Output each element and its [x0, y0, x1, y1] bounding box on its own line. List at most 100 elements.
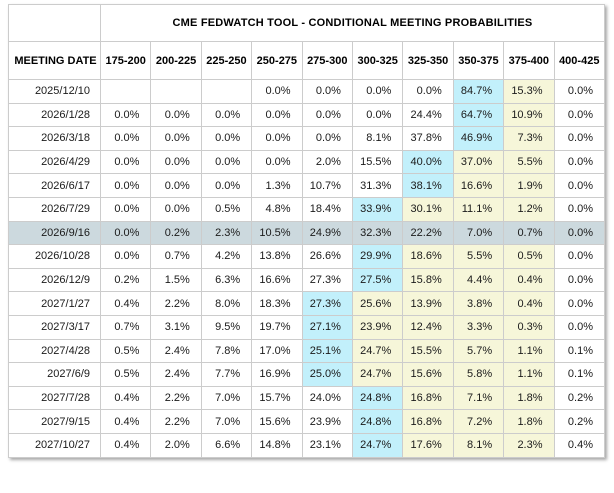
probability-cell: 24.7% — [351, 338, 404, 364]
probability-cell: 0.0% — [553, 102, 606, 128]
probability-cell: 0.0% — [553, 79, 606, 104]
probability-cell: 1.2% — [503, 196, 555, 222]
probability-cell: 1.8% — [503, 409, 555, 434]
probability-cell: 0.1% — [553, 362, 606, 387]
probability-cell: 15.7% — [251, 385, 303, 411]
probability-cell: 0.0% — [301, 126, 353, 151]
probability-cell: 24.0% — [301, 385, 353, 411]
table-row[interactable]: 2027/9/15 0.4% 2.2% 7.0% 15.6% 23.9% 24.8% 16.8… — [8, 409, 606, 434]
probability-cell: 15.3% — [503, 79, 555, 104]
rate-range-header: 325-350 — [402, 41, 454, 80]
probability-cell: 0.0% — [251, 149, 303, 175]
table-row[interactable]: 2027/4/28 0.5% 2.4% 7.8% 17.0% 25.1% 24.7% 15.5… — [8, 338, 606, 364]
table-row[interactable]: 2026/6/17 0.0% 0.0% 0.0% 1.3% 10.7% 31.3% 38.1%… — [8, 173, 606, 198]
meeting-date-cell: 2026/4/29 — [8, 149, 101, 175]
probability-cell: 24.8% — [351, 409, 404, 434]
probability-cell: 17.0% — [251, 338, 303, 364]
meeting-date-cell: 2027/4/28 — [8, 338, 101, 364]
meeting-date-cell: 2026/12/9 — [8, 267, 101, 293]
probability-cell: 0.0% — [251, 79, 303, 104]
fedwatch-panel: CME FEDWATCH TOOL - CONDITIONAL MEETING … — [8, 4, 606, 458]
probability-cell: 0.4% — [553, 432, 606, 458]
probability-cell: 0.0% — [150, 173, 202, 198]
probability-cell: 16.8% — [402, 385, 454, 411]
probability-cell: 16.8% — [402, 409, 454, 434]
table-row[interactable]: 2027/7/28 0.4% 2.2% 7.0% 15.7% 24.0% 24.8% 16.8… — [8, 385, 606, 411]
probability-cell: 0.0% — [99, 102, 152, 128]
probability-cell: 0.4% — [503, 267, 555, 293]
probability-cell: 0.0% — [351, 102, 404, 128]
table-row[interactable]: 2027/1/27 0.4% 2.2% 8.0% 18.3% 27.3% 25.6% 13.9… — [8, 291, 606, 316]
probability-cell: 24.9% — [301, 220, 353, 246]
meeting-date-cell: 2027/7/28 — [8, 385, 101, 411]
probability-cell: 14.8% — [251, 432, 303, 458]
probability-cell: 15.5% — [402, 338, 454, 364]
meeting-date-header: MEETING DATE — [8, 41, 101, 80]
probability-cell: 1.5% — [150, 267, 202, 293]
probability-cell: 37.0% — [452, 149, 505, 175]
rate-range-header: 250-275 — [251, 41, 303, 80]
table-title: CME FEDWATCH TOOL - CONDITIONAL MEETING … — [100, 4, 605, 42]
probability-cell: 0.0% — [251, 102, 303, 128]
probability-cell: 0.5% — [99, 362, 152, 387]
rate-range-header: 225-250 — [200, 41, 253, 80]
title-row: CME FEDWATCH TOOL - CONDITIONAL MEETING … — [8, 4, 605, 42]
probability-cell: 0.0% — [553, 267, 606, 293]
table-row[interactable]: 2026/1/28 0.0% 0.0% 0.0% 0.0% 0.0% 0.0% 24.4% 64… — [8, 102, 606, 128]
table-row[interactable]: 2026/12/9 0.2% 1.5% 6.3% 16.6% 27.3% 27.5% 15.8… — [8, 267, 606, 293]
probability-cell: 40.0% — [402, 149, 454, 175]
table-row[interactable]: 2026/3/18 0.0% 0.0% 0.0% 0.0% 0.0% 8.1% 37.8% 46… — [8, 126, 606, 151]
probability-cell: 25.1% — [301, 338, 353, 364]
probability-cell: 0.0% — [99, 220, 152, 246]
meeting-date-cell: 2027/1/27 — [8, 291, 101, 316]
table-row[interactable]: 2026/7/29 0.0% 0.0% 0.5% 4.8% 18.4% 33.9% 30.1%… — [8, 196, 606, 222]
probability-cell: 0.5% — [99, 338, 152, 364]
probability-cell: 2.0% — [150, 432, 202, 458]
probability-cell: 4.4% — [452, 267, 505, 293]
probability-cell: 0.5% — [503, 244, 555, 269]
probability-cell: 0.0% — [553, 244, 606, 269]
rate-range-header: 350-375 — [452, 41, 505, 80]
probability-cell: 7.7% — [200, 362, 253, 387]
meeting-date-cell: 2025/12/10 — [8, 79, 101, 104]
table-row[interactable]: 2026/10/28 0.0% 0.7% 4.2% 13.8% 26.6% 29.9% 18.… — [8, 244, 606, 269]
table-row[interactable]: 2025/12/10 0.0% 0.0% 0.0% 0.0% 84.7% 15.3% 0.0% — [8, 79, 606, 104]
probability-cell: 23.1% — [301, 432, 353, 458]
probability-cell: 13.8% — [251, 244, 303, 269]
probability-cell: 15.5% — [351, 149, 404, 175]
probability-cell — [99, 79, 152, 104]
probability-cell: 0.0% — [150, 196, 202, 222]
probability-cell: 16.6% — [452, 173, 505, 198]
probability-cell: 19.7% — [251, 314, 303, 340]
probability-cell: 6.6% — [200, 432, 253, 458]
meeting-date-cell: 2026/6/17 — [8, 173, 101, 198]
probability-cell: 7.2% — [452, 409, 505, 434]
probability-cell: 0.0% — [150, 102, 202, 128]
probability-cell: 16.6% — [251, 267, 303, 293]
rate-range-header: 300-325 — [351, 41, 404, 80]
probability-cell: 29.9% — [351, 244, 404, 269]
probability-cell: 11.1% — [452, 196, 505, 222]
table-row[interactable]: 2027/3/17 0.7% 3.1% 9.5% 19.7% 27.1% 23.9% 12.4… — [8, 314, 606, 340]
probability-cell: 18.4% — [301, 196, 353, 222]
meeting-date-cell: 2026/7/29 — [8, 196, 101, 222]
probability-cell: 32.3% — [351, 220, 404, 246]
probability-cell: 33.9% — [351, 196, 404, 222]
probability-cell: 31.3% — [351, 173, 404, 198]
table-row[interactable]: 2026/4/29 0.0% 0.0% 0.0% 0.0% 2.0% 15.5% 40.0% 3… — [8, 149, 606, 175]
probability-cell: 0.7% — [99, 314, 152, 340]
probability-cell: 0.0% — [99, 244, 152, 269]
table-row-selected[interactable]: 2026/9/16 0.0% 0.2% 2.3% 10.5% 24.9% 32.3% 22.2… — [8, 220, 606, 246]
probability-cell: 5.5% — [503, 149, 555, 175]
probability-cell: 0.0% — [99, 173, 152, 198]
probability-cell: 23.9% — [301, 409, 353, 434]
probability-cell: 0.0% — [553, 314, 606, 340]
probability-cell: 0.0% — [200, 126, 253, 151]
table-row[interactable]: 2027/10/27 0.4% 2.0% 6.6% 14.8% 23.1% 24.7% 17.… — [8, 432, 606, 458]
probability-cell: 13.9% — [402, 291, 454, 316]
rate-range-header: 275-300 — [301, 41, 353, 80]
probability-cell: 0.7% — [503, 220, 555, 246]
probability-cell: 27.1% — [301, 314, 353, 340]
table-row[interactable]: 2027/6/9 0.5% 2.4% 7.7% 16.9% 25.0% 24.7% 15.6%… — [8, 362, 606, 387]
probability-cell: 27.3% — [301, 267, 353, 293]
